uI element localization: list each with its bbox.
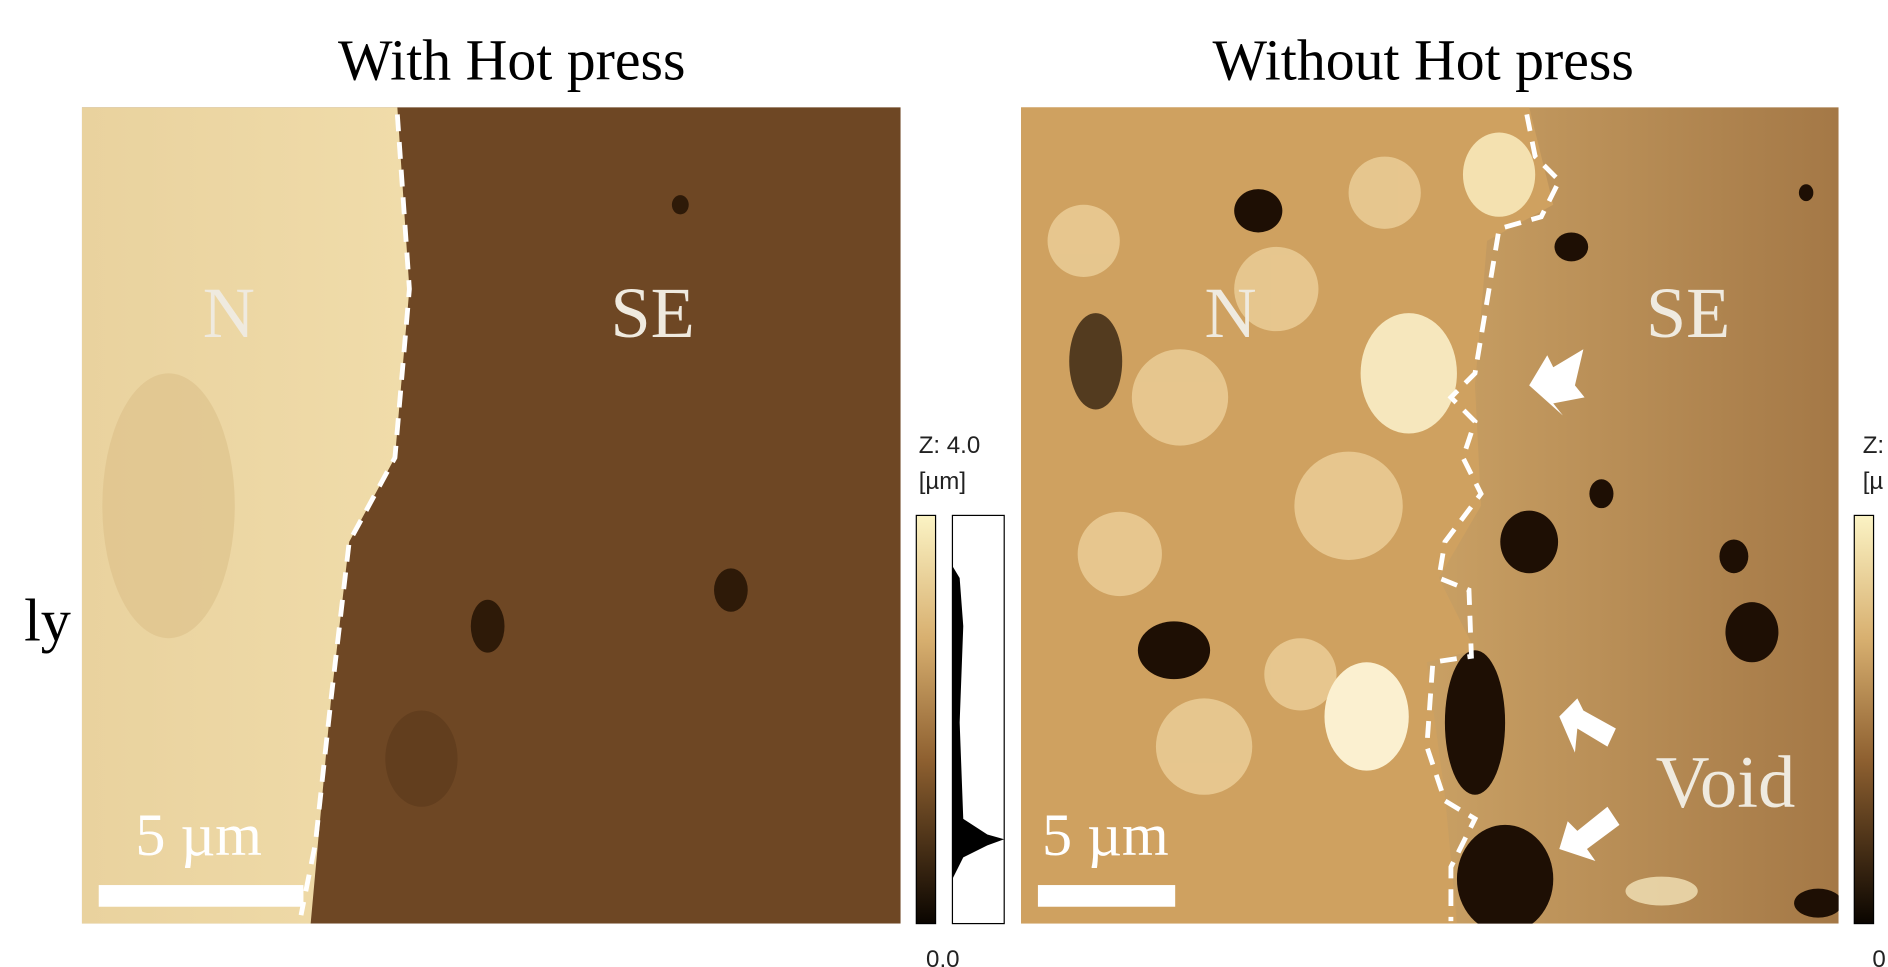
region-label: SE xyxy=(1646,273,1730,353)
colorbar xyxy=(1854,515,1873,923)
colorbar xyxy=(916,515,935,923)
annotation-label: Void xyxy=(1656,741,1796,824)
page: ly With Hot press N SE 5 µm Z: 4.0 [µm] … xyxy=(0,0,1888,967)
row-label: ly xyxy=(24,588,71,655)
colorbar-min: 0 xyxy=(1872,946,1885,967)
panel-title: With Hot press xyxy=(338,29,686,93)
colorbar-unit: [µ xyxy=(1863,468,1884,495)
scale-bar-label: 5 µm xyxy=(1042,802,1169,869)
scale-bar xyxy=(1038,885,1175,907)
colorbar-max: Z: 4.0 xyxy=(919,432,981,459)
colorbar-max: Z: xyxy=(1863,432,1884,459)
figure: ly With Hot press N SE 5 µm Z: 4.0 [µm] … xyxy=(0,0,1888,967)
scale-bar xyxy=(99,885,304,907)
panel-title: Without Hot press xyxy=(1213,29,1634,93)
colorbar-min: 0.0 xyxy=(926,946,959,967)
region-label: N xyxy=(1204,273,1256,353)
region-label: SE xyxy=(610,273,694,353)
scale-bar-label: 5 µm xyxy=(135,802,262,869)
colorbar-unit: [µm] xyxy=(919,468,966,495)
region-label: N xyxy=(203,273,255,353)
